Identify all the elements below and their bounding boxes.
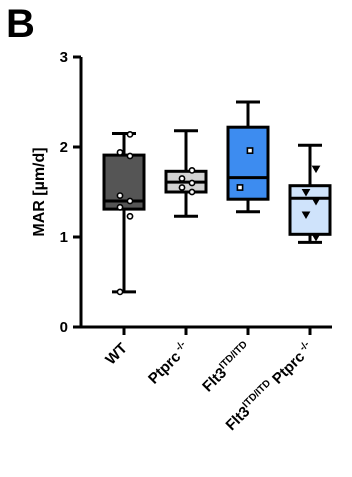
data-point	[246, 147, 254, 154]
data-point	[178, 184, 186, 191]
data-point	[188, 188, 196, 196]
data-point	[126, 130, 134, 138]
box-iqr	[288, 184, 332, 236]
data-point	[188, 166, 196, 174]
data-point	[188, 179, 196, 187]
category-label: Ptprc -/-	[144, 339, 192, 387]
box-series	[102, 100, 332, 296]
category-label-sup: ITD/ITD	[241, 378, 274, 411]
category-label-base: WT	[102, 340, 131, 369]
data-point	[126, 212, 134, 220]
box-group	[288, 143, 332, 244]
data-point	[236, 184, 244, 191]
axes: 0 1 2 3 MAR [µm/d]	[31, 49, 332, 336]
data-point	[116, 288, 124, 296]
data-point	[301, 189, 311, 197]
category-label: WT	[102, 340, 131, 369]
y-tick-label: 0	[60, 319, 68, 336]
category-label: Flt3ITD/ITD	[198, 339, 254, 395]
box-iqr	[226, 125, 270, 201]
data-point	[301, 211, 311, 219]
panel-label: B	[6, 2, 35, 46]
data-point	[116, 192, 124, 199]
y-axis-label: MAR [µm/d]	[31, 147, 48, 236]
data-point	[311, 234, 321, 242]
y-tick-label: 3	[60, 49, 68, 66]
data-point	[178, 175, 186, 182]
data-point	[311, 198, 321, 206]
box-group	[226, 100, 270, 214]
data-point	[116, 203, 124, 211]
y-tick-label: 2	[60, 139, 68, 156]
data-point	[116, 148, 124, 156]
box-group	[102, 130, 146, 296]
category-label-sup: ITD/ITD	[217, 339, 250, 372]
data-point	[311, 165, 321, 174]
data-point	[126, 152, 134, 160]
data-point	[126, 197, 134, 205]
y-tick-label: 1	[60, 229, 68, 246]
box-group	[164, 129, 208, 218]
